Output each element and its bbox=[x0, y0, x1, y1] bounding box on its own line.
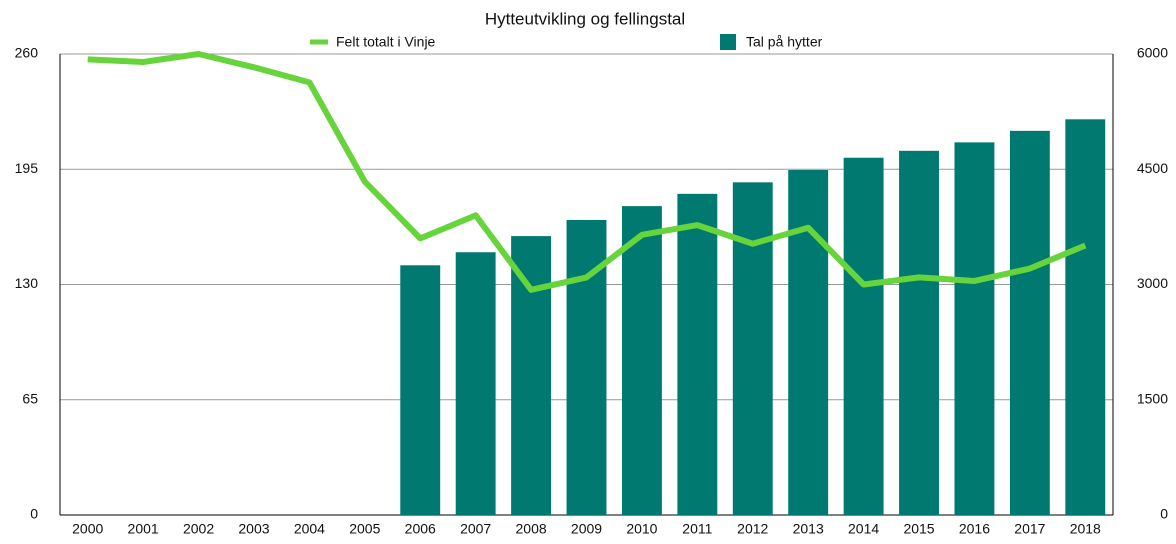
y-tick-label: 130 bbox=[15, 275, 39, 291]
line bbox=[87, 51, 1087, 293]
legend-label: Tal på hytter bbox=[746, 34, 823, 50]
y2-tick-label: 0 bbox=[1160, 506, 1168, 522]
x-tick-label: 2011 bbox=[682, 521, 712, 537]
bar bbox=[843, 157, 884, 515]
bar bbox=[732, 182, 773, 516]
y-tick-label: 65 bbox=[22, 390, 38, 406]
x-tick-label: 2002 bbox=[183, 521, 214, 537]
y2-tick-label: 4500 bbox=[1137, 160, 1168, 176]
x-tick-label: 2006 bbox=[405, 521, 436, 537]
legend-label: Felt totalt i Vinje bbox=[336, 34, 436, 50]
bar bbox=[954, 142, 995, 515]
x-tick-label: 2012 bbox=[737, 521, 768, 537]
x-tick-label: 2000 bbox=[72, 521, 103, 537]
bar bbox=[1065, 119, 1106, 515]
bar bbox=[1009, 130, 1050, 516]
x-tick-label: 2018 bbox=[1070, 521, 1101, 537]
x-tick-label: 2004 bbox=[294, 521, 325, 537]
bar bbox=[400, 265, 441, 515]
x-tick-label: 2007 bbox=[460, 521, 491, 537]
x-tick-label: 2009 bbox=[571, 521, 602, 537]
x-tick-label: 2015 bbox=[903, 521, 934, 537]
bar bbox=[899, 150, 939, 515]
y2-tick-label: 1500 bbox=[1137, 390, 1168, 406]
bar bbox=[455, 252, 496, 516]
bar bbox=[677, 193, 718, 515]
bar bbox=[621, 206, 662, 515]
y2-tick-label: 6000 bbox=[1137, 45, 1168, 61]
legend-swatch bbox=[720, 34, 736, 50]
x-tick-label: 2001 bbox=[128, 521, 159, 537]
x-tick-label: 2014 bbox=[848, 521, 879, 537]
bar bbox=[511, 236, 552, 515]
x-tick-label: 2016 bbox=[959, 521, 990, 537]
y2-tick-label: 3000 bbox=[1137, 275, 1168, 291]
y-tick-label: 0 bbox=[30, 506, 38, 522]
x-tick-label: 2013 bbox=[793, 521, 824, 537]
x-tick-label: 2017 bbox=[1014, 521, 1045, 537]
y-tick-label: 195 bbox=[15, 160, 39, 176]
x-tick-label: 2010 bbox=[626, 521, 657, 537]
y-tick-label: 260 bbox=[15, 45, 39, 61]
chart-title: Hytteutvikling og fellingstal bbox=[485, 9, 685, 28]
x-tick-label: 2005 bbox=[349, 521, 380, 537]
bar bbox=[788, 170, 829, 516]
x-tick-label: 2008 bbox=[516, 521, 547, 537]
x-tick-label: 2003 bbox=[238, 521, 269, 537]
